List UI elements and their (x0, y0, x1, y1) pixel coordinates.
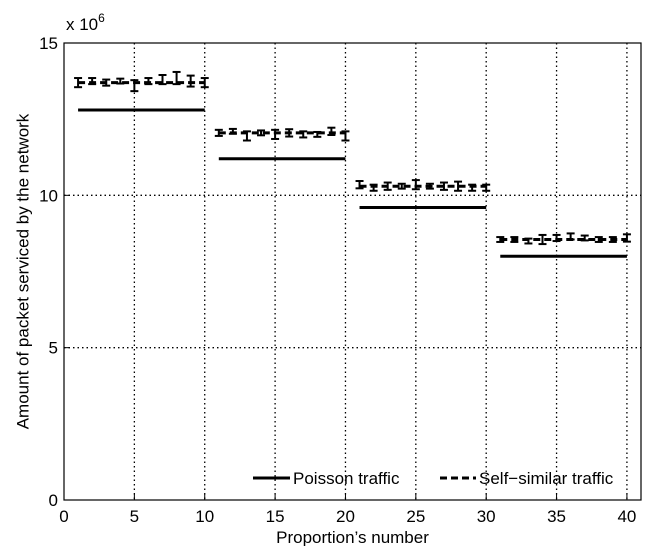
y-axis-label: Amount of packet serviced by the network (13, 113, 32, 429)
error-bars (74, 70, 631, 246)
plot-frame (63, 42, 642, 501)
y-axis-ticks: 0 5 10 15 (39, 34, 70, 510)
x-tick-label: 5 (130, 507, 139, 526)
x-tick-label: 40 (617, 507, 636, 526)
y-tick-label: 0 (49, 491, 58, 510)
self-similar-series (78, 81, 627, 242)
x-tick-label: 15 (266, 507, 285, 526)
x-tick-label: 25 (406, 507, 425, 526)
x-tick-label: 10 (195, 507, 214, 526)
legend: Poisson traffic Self−similar traffic (253, 469, 614, 488)
legend-label-self-similar: Self−similar traffic (479, 469, 614, 488)
x-axis-ticks: 0 5 10 15 20 25 30 35 40 (59, 494, 636, 526)
x-tick-label: 0 (59, 507, 68, 526)
x-tick-label: 20 (336, 507, 355, 526)
y-axis-multiplier: x 106 (66, 11, 105, 34)
x-tick-label: 35 (547, 507, 566, 526)
y-multiplier-base: x 10 (66, 15, 98, 34)
y-tick-label: 5 (49, 339, 58, 358)
poisson-series (78, 108, 627, 258)
x-axis-label: Proportion’s number (276, 528, 429, 546)
y-multiplier-exponent: 6 (98, 11, 105, 25)
y-tick-label: 15 (39, 34, 58, 53)
x-tick-label: 30 (477, 507, 496, 526)
legend-label-poisson: Poisson traffic (293, 469, 400, 488)
y-tick-label: 10 (39, 186, 58, 205)
grid (64, 43, 641, 500)
